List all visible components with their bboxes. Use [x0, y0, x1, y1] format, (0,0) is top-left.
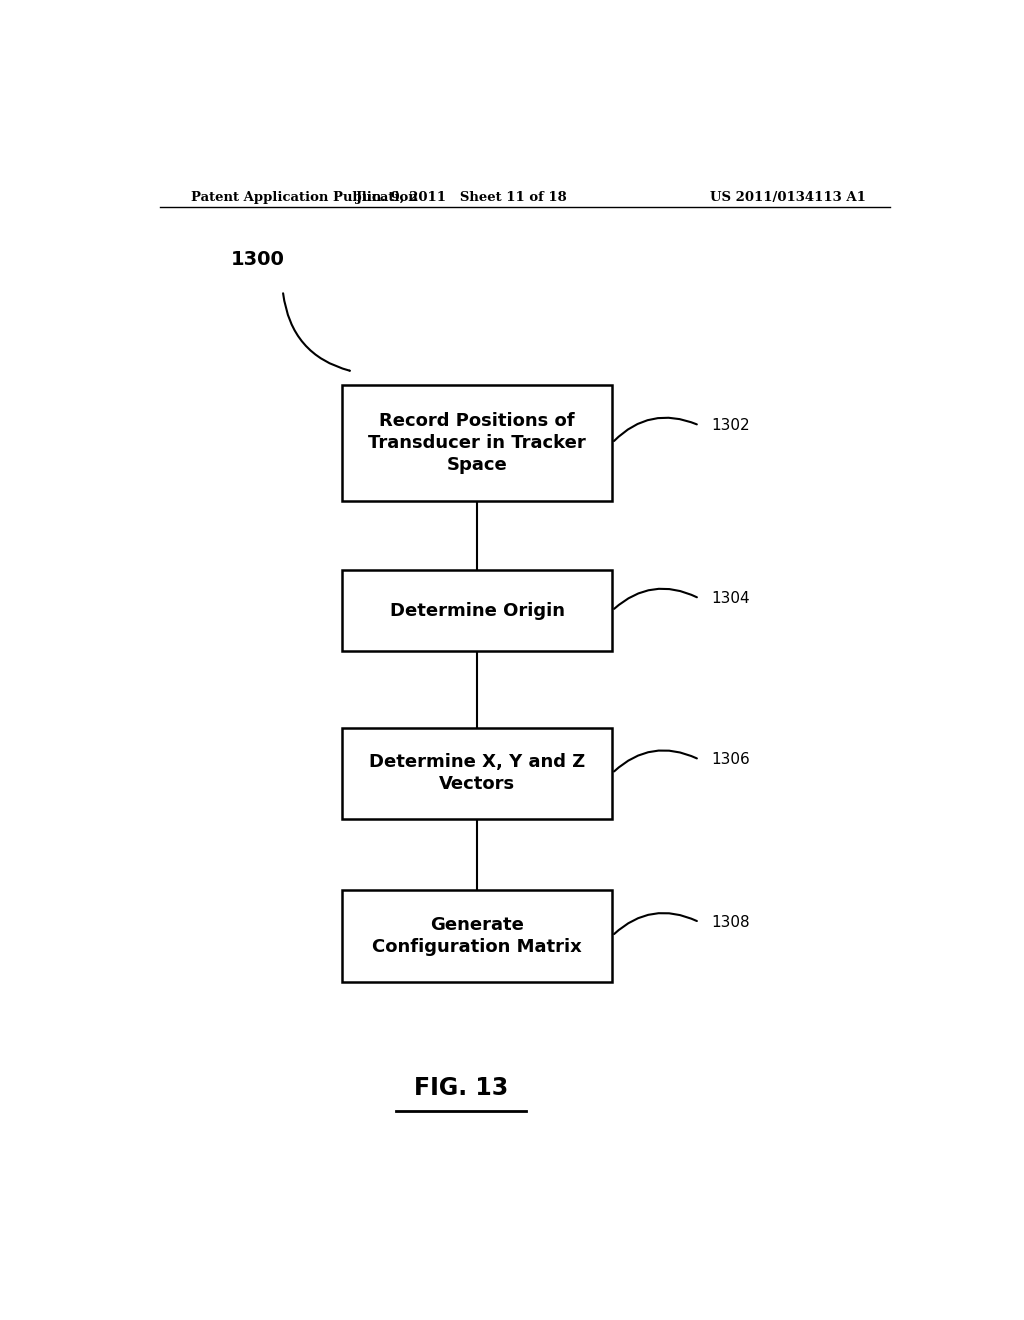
FancyArrowPatch shape	[614, 589, 697, 609]
Bar	[342, 727, 612, 818]
Bar	[342, 570, 612, 651]
Text: 1306: 1306	[712, 752, 750, 767]
Text: 1304: 1304	[712, 591, 750, 606]
Text: 1302: 1302	[712, 418, 750, 433]
Text: Record Positions of
Transducer in Tracker
Space: Record Positions of Transducer in Tracke…	[369, 412, 586, 474]
Text: Determine Origin: Determine Origin	[390, 602, 564, 619]
Text: Determine X, Y and Z
Vectors: Determine X, Y and Z Vectors	[369, 754, 586, 793]
Text: 1308: 1308	[712, 915, 750, 929]
Text: Jun. 9, 2011   Sheet 11 of 18: Jun. 9, 2011 Sheet 11 of 18	[356, 190, 566, 203]
FancyArrowPatch shape	[614, 913, 697, 935]
Text: 1300: 1300	[231, 249, 285, 269]
FancyArrowPatch shape	[614, 750, 697, 771]
Bar	[342, 384, 612, 502]
FancyArrowPatch shape	[614, 417, 697, 441]
Text: FIG. 13: FIG. 13	[414, 1076, 509, 1101]
Bar	[342, 890, 612, 982]
Text: US 2011/0134113 A1: US 2011/0134113 A1	[711, 190, 866, 203]
Text: Generate
Configuration Matrix: Generate Configuration Matrix	[373, 916, 582, 956]
FancyArrowPatch shape	[283, 293, 350, 371]
Text: Patent Application Publication: Patent Application Publication	[191, 190, 418, 203]
